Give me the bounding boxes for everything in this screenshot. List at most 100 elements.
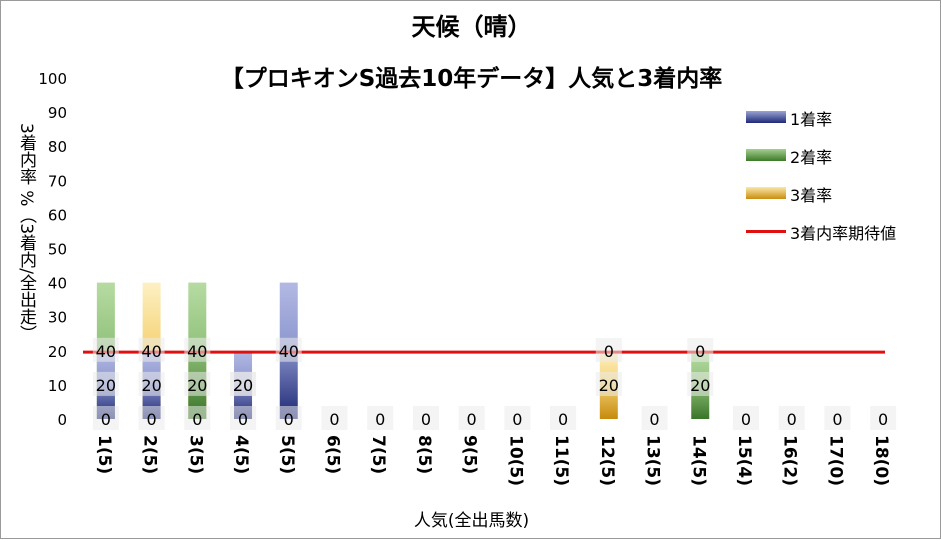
data-label-bg xyxy=(778,406,805,430)
x-tick-label: 16(2) xyxy=(780,435,800,486)
x-tick-label: 17(0) xyxy=(825,435,845,486)
x-tick-label: 11(5) xyxy=(551,435,571,486)
x-tick-label: 3(5) xyxy=(185,435,205,474)
data-labels: 0402040020204002002004000000020002000000 xyxy=(92,337,897,430)
x-tick-label: 14(5) xyxy=(688,435,708,486)
data-label-bg xyxy=(275,337,302,362)
data-label-bg xyxy=(92,371,119,396)
data-label-bg xyxy=(412,406,439,430)
data-label: 0 xyxy=(878,410,888,429)
data-label: 20 xyxy=(96,376,116,395)
legend-label-3rd: 3着率 xyxy=(790,186,833,205)
data-label-bg xyxy=(641,406,668,430)
y-tick-label: 40 xyxy=(48,275,67,293)
data-label: 0 xyxy=(192,410,202,429)
data-label: 0 xyxy=(604,342,614,361)
data-label: 40 xyxy=(279,342,299,361)
y-tick-label: 80 xyxy=(48,138,67,156)
data-label-bg xyxy=(687,338,714,362)
y-tick-label: 100 xyxy=(38,70,67,88)
data-label: 40 xyxy=(187,342,207,361)
data-label: 0 xyxy=(375,410,385,429)
data-label-bg xyxy=(687,372,714,396)
data-label: 0 xyxy=(146,410,156,429)
data-label: 40 xyxy=(96,342,116,361)
data-label-bg xyxy=(138,371,165,396)
x-tick-label: 10(5) xyxy=(505,435,525,486)
data-label: 40 xyxy=(141,342,161,361)
data-label-bg xyxy=(321,406,348,430)
data-label: 20 xyxy=(233,376,253,395)
data-label: 0 xyxy=(832,410,842,429)
data-label-bg xyxy=(138,337,165,362)
x-tick-label: 9(5) xyxy=(460,435,480,474)
data-label: 0 xyxy=(512,410,522,429)
data-label: 0 xyxy=(787,410,797,429)
x-tick-label: 6(5) xyxy=(322,435,342,474)
data-label: 20 xyxy=(599,376,619,395)
y-tick-label: 10 xyxy=(48,377,67,395)
legend-label-expected: 3着内率期待値 xyxy=(790,224,897,243)
legend-line-expected xyxy=(746,230,786,233)
data-label-bg xyxy=(595,338,622,362)
data-label-bg xyxy=(824,406,851,430)
data-label: 0 xyxy=(558,410,568,429)
x-tick-label: 5(5) xyxy=(277,435,297,474)
data-label: 20 xyxy=(187,376,207,395)
data-label-bg xyxy=(870,406,897,430)
x-axis: 1(5) 2(5) 3(5) 4(5) 5(5) 6(5) 7(5) 8(5) 9(5) 10(5… xyxy=(94,435,891,486)
x-tick-label: 8(5) xyxy=(414,435,434,474)
y-axis: 0 10 20 30 40 50 60 70 80 90 100 xyxy=(38,70,67,429)
data-label-bg xyxy=(184,406,211,430)
data-label: 0 xyxy=(467,410,477,429)
data-label: 0 xyxy=(649,410,659,429)
legend-swatch-3rd xyxy=(746,187,786,199)
x-tick-label: 7(5) xyxy=(368,435,388,474)
data-label-bg xyxy=(92,337,119,362)
data-label: 0 xyxy=(238,410,248,429)
y-axis-label: 3着内率 %（3着内/全出走） xyxy=(16,123,36,342)
legend-swatch-2nd xyxy=(746,149,786,161)
legend-label-1st: 1着率 xyxy=(790,110,833,129)
data-label-bg xyxy=(595,372,622,396)
x-tick-label: 18(0) xyxy=(871,435,891,486)
data-label: 20 xyxy=(690,376,710,395)
y-tick-label: 0 xyxy=(57,411,67,429)
data-label-bg xyxy=(230,406,257,430)
y-tick-label: 90 xyxy=(48,104,67,122)
data-label-bg xyxy=(92,406,119,430)
y-tick-label: 70 xyxy=(48,172,67,190)
data-label: 0 xyxy=(284,410,294,429)
data-label-bg xyxy=(367,406,394,430)
x-tick-label: 12(5) xyxy=(597,435,617,486)
chart-title: 天候（晴） xyxy=(411,13,532,41)
y-tick-label: 30 xyxy=(48,309,67,327)
x-tick-label: 1(5) xyxy=(94,435,114,474)
data-label-bg xyxy=(275,406,302,430)
x-tick-label: 2(5) xyxy=(140,435,160,474)
data-label: 0 xyxy=(695,342,705,361)
data-label-bg xyxy=(138,406,165,430)
data-label: 0 xyxy=(101,410,111,429)
x-axis-label: 人気(全出馬数) xyxy=(413,511,530,531)
chart-subtitle: 【プロキオンS過去10年データ】人気と3着内率 xyxy=(220,66,723,92)
data-label-bg xyxy=(184,337,211,362)
legend-label-2nd: 2着率 xyxy=(790,148,833,167)
x-tick-label: 13(5) xyxy=(643,435,663,486)
data-label: 20 xyxy=(141,376,161,395)
data-label-bg xyxy=(458,406,485,430)
data-label-bg xyxy=(550,406,577,430)
data-label-bg xyxy=(184,371,211,396)
x-tick-label: 15(4) xyxy=(734,435,754,486)
data-label: 0 xyxy=(329,410,339,429)
data-label: 0 xyxy=(421,410,431,429)
data-label-bg xyxy=(230,371,257,396)
data-label: 0 xyxy=(741,410,751,429)
y-tick-label: 60 xyxy=(48,206,67,224)
y-tick-label: 50 xyxy=(48,241,67,259)
legend-swatch-1st xyxy=(746,111,786,123)
y-tick-label: 20 xyxy=(48,343,67,361)
x-tick-label: 4(5) xyxy=(231,435,251,474)
